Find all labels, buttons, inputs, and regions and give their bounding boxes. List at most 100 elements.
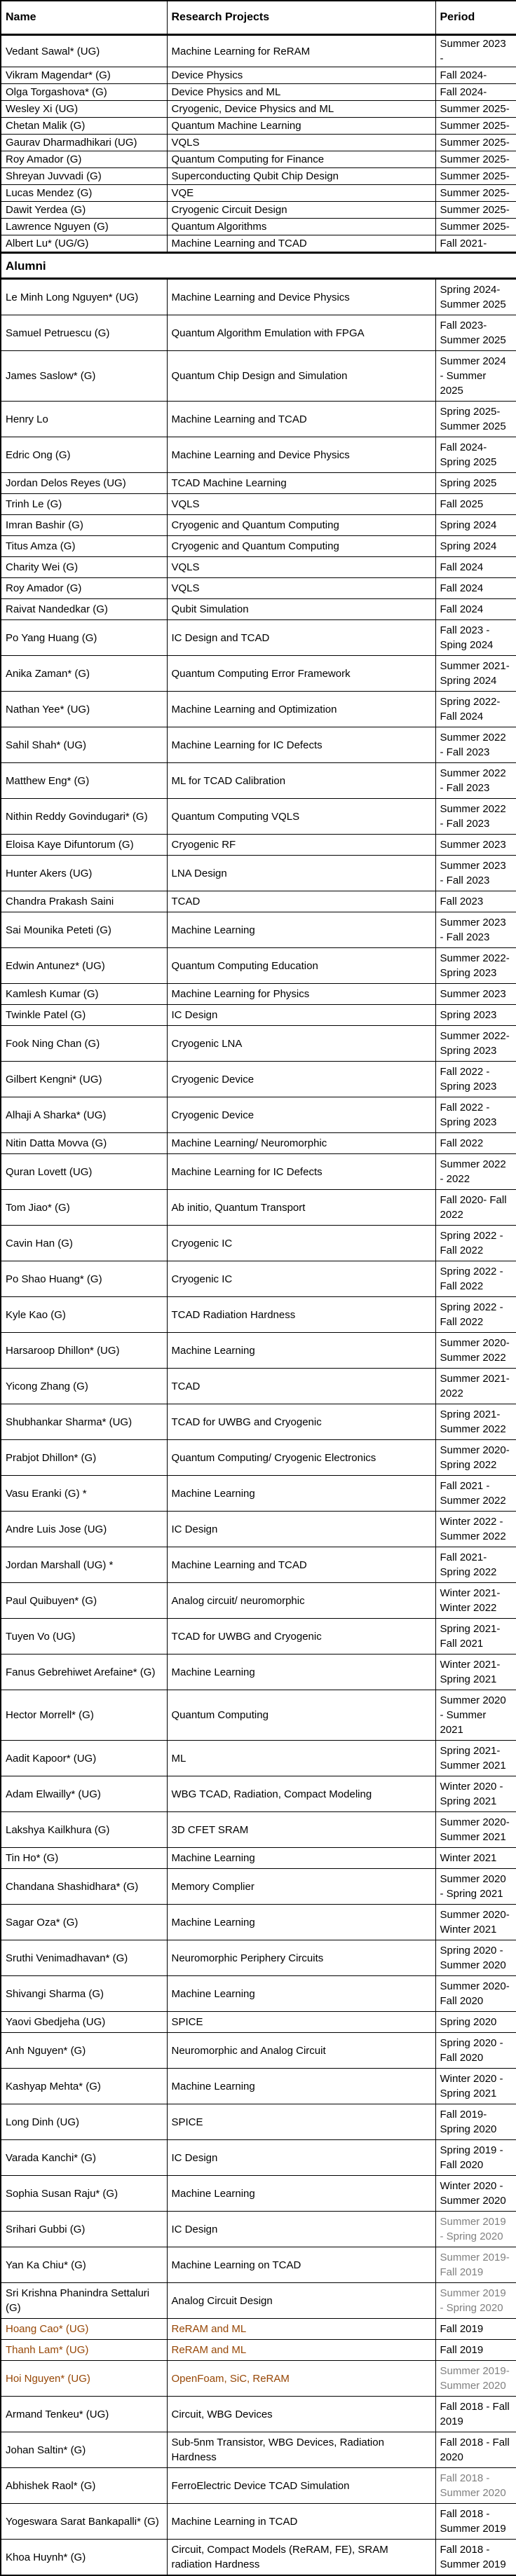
table-row: Samuel Petruescu (G) Quantum Algorithm Em… [0,315,516,351]
period-cell: Winter 2020 - Spring 2021 [435,1776,516,1812]
period-cell: Summer 2025- [435,201,516,219]
name-cell: Lawrence Nguyen (G) [0,218,168,235]
project-cell: Machine Learning and Device Physics [166,437,436,473]
period-cell: Fall 2024- [435,83,516,101]
project-cell: Device Physics and ML [166,83,436,101]
table-row: Yicong Zhang (G) TCAD Summer 2021- 2022 [0,1368,516,1404]
table-row: Shreyan Juvvadi (G) Superconducting Qubit… [0,167,516,185]
name-cell: Kashyap Mehta* (G) [0,2068,168,2104]
table-row: Hunter Akers (UG) LNA Design Summer 2023 -… [0,855,516,891]
name-cell: Imran Bashir (G) [0,514,168,536]
period-cell: Spring 2020 - Summer 2020 [435,1940,516,1976]
table-row: Lakshya Kailkhura (G) 3D CFET SRAM Summer … [0,1811,516,1848]
period-cell: Spring 2025 [435,472,516,494]
period-cell: Summer 2019 - Spring 2020 [435,2282,516,2319]
project-cell: Machine Learning [166,1475,436,1512]
table-row: Roy Amador (G) Quantum Computing for Fina… [0,151,516,168]
period-cell: Spring 2022 - Fall 2022 [435,1296,516,1333]
name-cell: Le Minh Long Nguyen* (UG) [0,278,168,315]
period-cell: Fall 2021- [435,235,516,253]
table-row: Gaurav Dharmadhikari (UG) VQLS Summer 2025… [0,134,516,151]
project-cell: IC Design [166,2139,436,2176]
name-cell: Tin Ho* (G) [0,1847,168,1869]
table-row: Kashyap Mehta* (G) Machine Learning Winter… [0,2068,516,2104]
table-row: Tom Jiao* (G) Ab initio, Quantum Transpor… [0,1189,516,1226]
table-row: Edric Ong (G) Machine Learning and Device… [0,437,516,473]
alumni-header-row: Alumni [0,252,516,280]
name-cell: Sophia Susan Raju* (G) [0,2175,168,2212]
project-cell: VQLS [166,577,436,599]
project-cell: IC Design [166,1004,436,1026]
period-cell: Spring 2024 [435,514,516,536]
name-cell: Sruthi Venimadhavan* (G) [0,1940,168,1976]
table-row: Paul Quibuyen* (G) Analog circuit/ neurom… [0,1582,516,1619]
table-row: Wesley Xi (UG) Cryogenic, Device Physics … [0,100,516,118]
period-cell: Summer 2019- Summer 2020 [435,2360,516,2397]
period-cell: Fall 2022 -Spring 2023 [435,1061,516,1097]
project-cell: Quantum Algorithm Emulation with FPGA [166,315,436,351]
project-cell: Machine Learning [166,1975,436,2012]
table-row: Shubhankar Sharma* (UG) TCAD for UWBG and… [0,1404,516,1440]
project-cell: Machine Learning and Device Physics [166,278,436,315]
name-cell: Kyle Kao (G) [0,1296,168,1333]
table-row: Long Dinh (UG) SPICE Fall 2019- Spring 202… [0,2104,516,2140]
project-cell: Cryogenic Device [166,1097,436,1133]
project-cell: Quantum Computing for Finance [166,151,436,168]
name-cell: Vasu Eranki (G) * [0,1475,168,1512]
table-row: Henry Lo Machine Learning and TCAD Spring … [0,401,516,437]
project-cell: Quantum Computing [166,1690,436,1741]
project-cell: Machine Learning [166,912,436,948]
table-row: Vasu Eranki (G) * Machine Learning Fall 20… [0,1475,516,1512]
table-row: Alhaji A Sharka* (UG) Cryogenic Device Fal… [0,1097,516,1133]
name-cell: Anh Nguyen* (G) [0,2032,168,2069]
period-cell: Spring 2022 - Fall 2022 [435,1225,516,1261]
name-cell: Olga Torgashova* (G) [0,83,168,101]
table-row: Sophia Susan Raju* (G) Machine Learning Wi… [0,2175,516,2212]
table-row: Hector Morrell* (G) Quantum Computing Summ… [0,1690,516,1741]
period-cell: Summer 2023 - Fall 2023 [435,855,516,891]
period-cell: Summer 2022 - Fall 2023 [435,798,516,835]
name-cell: Srihari Gubbi (G) [0,2211,168,2247]
period-cell: Summer 2022- Spring 2023 [435,1025,516,1062]
alumni-members-section: Le Minh Long Nguyen* (UG) Machine Learnin… [0,278,516,2576]
project-cell: Analog circuit/ neuromorphic [166,1582,436,1619]
period-cell: Summer 2019-Fall 2019 [435,2247,516,2283]
name-cell: Tom Jiao* (G) [0,1189,168,1226]
project-cell: Cryogenic RF [166,834,436,856]
project-cell: Machine Learning [166,1847,436,1869]
table-row: Yaovi Gbedjeha (UG) SPICE Spring 2020 [0,2011,516,2033]
period-cell: Fall 2024-Spring 2025 [435,437,516,473]
table-row: Fook Ning Chan (G) Cryogenic LNA Summer 20… [0,1025,516,1062]
table-row: Sruthi Venimadhavan* (G) Neuromorphic Per… [0,1940,516,1976]
period-cell: Summer 2025- [435,218,516,235]
table-header: Name Research Projects Period [0,0,516,36]
period-cell: Summer 2025- [435,100,516,118]
period-cell: Summer 2023 [435,834,516,856]
name-cell: Nathan Yee* (UG) [0,691,168,727]
name-cell: Shubhankar Sharma* (UG) [0,1404,168,1440]
table-row: Olga Torgashova* (G) Device Physics and M… [0,83,516,101]
period-cell: Spring 2019 -Fall 2020 [435,2139,516,2176]
table-row: Armand Tenkeu* (UG) Circuit, WBG Devices F… [0,2396,516,2432]
period-cell: Spring 2020 -Fall 2020 [435,2032,516,2069]
table-row: Varada Kanchi* (G) IC Design Spring 2019 -… [0,2139,516,2176]
project-cell: Machine Learning/ Neuromorphic [166,1132,436,1154]
period-cell: Fall 2023 -Sping 2024 [435,619,516,656]
project-cell: Analog Circuit Design [166,2282,436,2319]
project-cell: Machine Learning on TCAD [166,2247,436,2283]
period-cell: Spring 2020 [435,2011,516,2033]
name-cell: Hoi Nguyen* (UG) [0,2360,168,2397]
name-cell: Samuel Petruescu (G) [0,315,168,351]
period-cell: Summer 2021- 2022 [435,1368,516,1404]
name-cell: Yogeswara Sarat Bankapalli* (G) [0,2503,168,2540]
table-row: Lawrence Nguyen (G) Quantum Algorithms Sum… [0,218,516,235]
project-cell: TCAD for UWBG and Cryogenic [166,1404,436,1440]
period-cell: Spring 2023 [435,1004,516,1026]
name-cell: Vedant Sawal* (UG) [0,34,168,67]
project-cell: Quantum Computing VQLS [166,798,436,835]
project-cell: Machine Learning for IC Defects [166,727,436,763]
project-cell: Sub-5nm Transistor, WBG Devices, Radiati… [166,2432,436,2468]
name-cell: Lucas Mendez (G) [0,184,168,202]
table-row: Nitin Datta Movva (G) Machine Learning/ N… [0,1132,516,1154]
project-cell: Quantum Machine Learning [166,117,436,135]
